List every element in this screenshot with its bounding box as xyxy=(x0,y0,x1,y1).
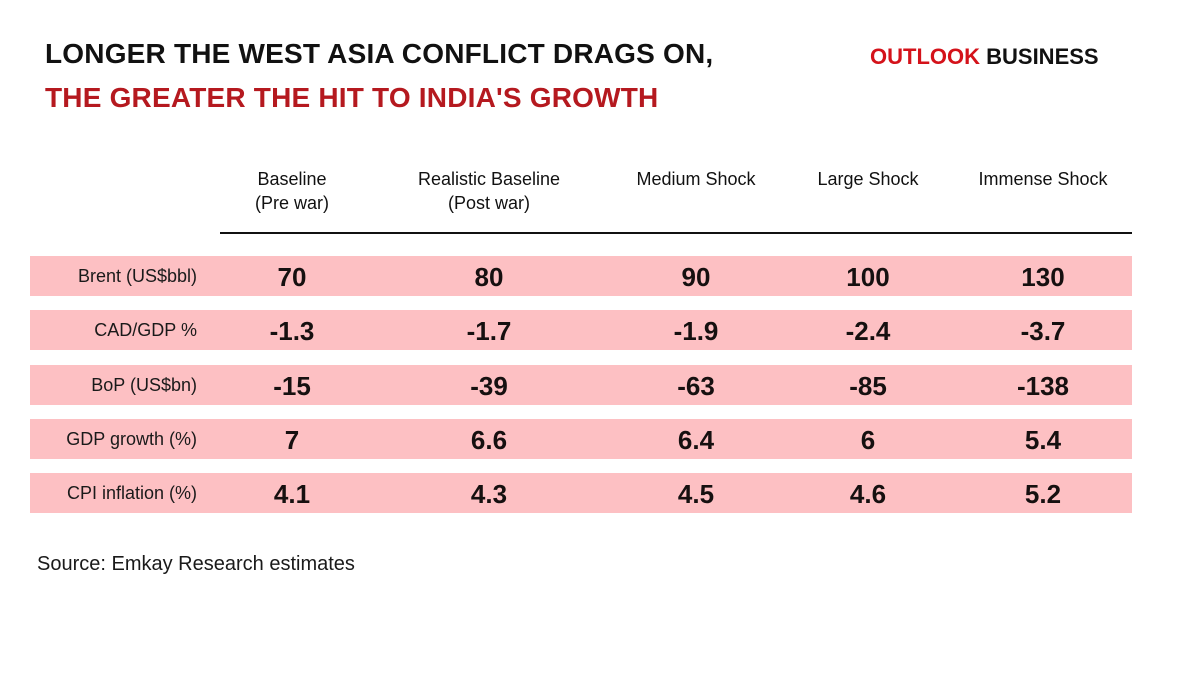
row-label: Brent (US$bbl) xyxy=(77,266,197,286)
table-cell: 130 xyxy=(1021,262,1065,292)
table-cell: 4.6 xyxy=(849,479,887,509)
logo-outlook: OUTLOOK xyxy=(870,44,980,69)
table-row: Brent (US$bbl) 70 80 90 100 130 xyxy=(30,256,1132,296)
table-cell: -1.9 xyxy=(673,316,719,346)
table-cell: 5.4 xyxy=(1024,425,1062,455)
table-cell: 4.5 xyxy=(677,479,715,509)
logo-business: BUSINESS xyxy=(986,44,1099,69)
table-row: BoP (US$bn) -15 -39 -63 -85 -138 xyxy=(30,365,1132,405)
row-label: CAD/GDP % xyxy=(94,320,197,340)
column-header-line1: Medium Shock xyxy=(636,169,756,189)
source-note: Source: Emkay Research estimates xyxy=(37,553,355,575)
table-cell: -63 xyxy=(677,371,715,401)
table-row: GDP growth (%) 7 6.6 6.4 6 5.4 xyxy=(30,419,1132,459)
column-header: Realistic Baseline (Post war) xyxy=(418,167,560,215)
column-header: Baseline (Pre war) xyxy=(255,167,329,215)
table-cell: -15 xyxy=(273,371,311,401)
table-cell: -2.4 xyxy=(845,316,891,346)
table-cell: -138 xyxy=(1016,371,1070,401)
table-cell: 6 xyxy=(860,425,876,455)
row-label: CPI inflation (%) xyxy=(66,483,197,503)
row-label: BoP (US$bn) xyxy=(91,375,197,395)
table-cell: 70 xyxy=(277,262,307,292)
column-header-line1: Baseline xyxy=(257,169,327,189)
table-cell: -39 xyxy=(470,371,508,401)
column-header-line1: Realistic Baseline xyxy=(417,169,561,189)
column-header: Large Shock xyxy=(817,167,918,191)
title-line-2: THE GREATER THE HIT TO INDIA'S GROWTH xyxy=(45,82,659,113)
table-cell: -1.7 xyxy=(466,316,512,346)
table-cell: 4.1 xyxy=(273,479,311,509)
table-cell: -3.7 xyxy=(1020,316,1066,346)
table-cell: 5.2 xyxy=(1024,479,1062,509)
table-cell: 7 xyxy=(284,425,300,455)
outlook-business-logo: OUTLOOK BUSINESS xyxy=(870,44,1099,70)
column-header: Medium Shock xyxy=(636,167,755,191)
column-header-line2: (Pre war) xyxy=(254,193,330,213)
column-header: Immense Shock xyxy=(978,167,1107,191)
row-label: GDP growth (%) xyxy=(66,429,197,449)
column-header-line2: (Post war) xyxy=(447,193,531,213)
table-cell: -1.3 xyxy=(269,316,315,346)
table-cell: 6.4 xyxy=(677,425,715,455)
table-cell: 80 xyxy=(474,262,504,292)
table-cell: -85 xyxy=(849,371,887,401)
column-header-line1: Immense Shock xyxy=(978,169,1108,189)
column-header-line1: Large Shock xyxy=(817,169,919,189)
table-cell: 4.3 xyxy=(470,479,508,509)
table-row: CAD/GDP % -1.3 -1.7 -1.9 -2.4 -3.7 xyxy=(30,310,1132,350)
table-cell: 100 xyxy=(846,262,890,292)
header-divider xyxy=(220,232,1132,234)
table-cell: 90 xyxy=(681,262,711,292)
table-cell: 6.6 xyxy=(470,425,508,455)
table-row: CPI inflation (%) 4.1 4.3 4.5 4.6 5.2 xyxy=(30,473,1132,513)
title-line-1: LONGER THE WEST ASIA CONFLICT DRAGS ON, xyxy=(45,38,714,69)
